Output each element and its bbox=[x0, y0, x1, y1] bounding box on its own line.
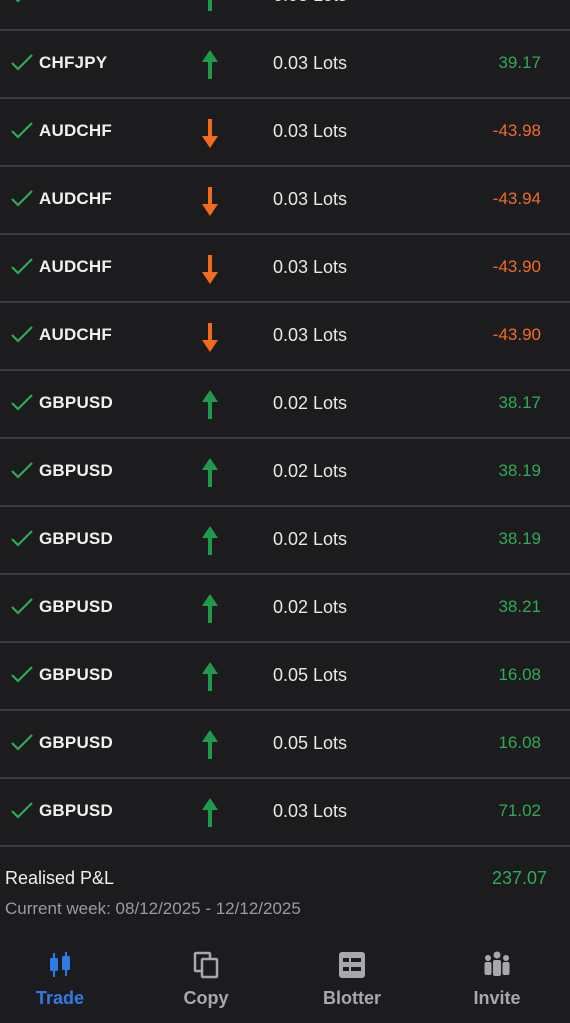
nav-trade[interactable]: Trade bbox=[10, 950, 110, 1020]
arrow-up-icon bbox=[202, 594, 218, 623]
check-icon bbox=[11, 598, 33, 615]
realised-pnl-label: Realised P&L bbox=[5, 868, 115, 888]
trade-row[interactable]: AUDCHF 0.03 Lots -43.90 bbox=[0, 235, 570, 303]
trade-row[interactable]: GBPUSD 0.02 Lots 38.19 bbox=[0, 507, 570, 575]
check-icon bbox=[11, 54, 33, 71]
trade-pnl: 38.17 bbox=[498, 393, 541, 412]
trade-row[interactable]: AUDCHF 0.03 Lots -43.90 bbox=[0, 303, 570, 371]
nav-copy-label: Copy bbox=[183, 988, 229, 1008]
check-icon bbox=[11, 190, 33, 207]
nav-copy[interactable]: Copy bbox=[156, 950, 256, 1020]
realised-pnl-summary: Realised P&L 237.07 Current week: 08/12/… bbox=[0, 850, 570, 930]
trade-pnl: 39.17 bbox=[498, 53, 541, 72]
trade-row[interactable]: GBPUSD 0.02 Lots 38.21 bbox=[0, 575, 570, 643]
trade-lots: 0.03 Lots bbox=[273, 325, 348, 345]
trade-pnl: 16.08 bbox=[498, 733, 541, 752]
realised-pnl-value: 237.07 bbox=[491, 868, 547, 888]
trade-row[interactable]: GBPUSD 0.05 Lots 16.08 bbox=[0, 711, 570, 779]
arrow-up-icon bbox=[202, 526, 218, 555]
trade-pnl: -43.90 bbox=[492, 325, 541, 344]
nav-invite-label: Invite bbox=[473, 988, 521, 1008]
arrow-up-icon bbox=[208, 0, 212, 11]
trade-pnl: 71.02 bbox=[498, 801, 541, 820]
check-icon bbox=[11, 258, 33, 275]
trade-pnl: 38.19 bbox=[498, 461, 541, 480]
trade-lots: 0.02 Lots bbox=[273, 461, 348, 481]
arrow-down-icon bbox=[202, 187, 218, 216]
trade-lots: 0.05 Lots bbox=[273, 665, 348, 685]
trade-symbol: GBPUSD bbox=[39, 461, 113, 480]
check-icon bbox=[11, 802, 33, 819]
trade-lots: 0.03 Lots bbox=[273, 53, 348, 73]
trade-list[interactable]: CHFJPY 0.03 Lots 39.19 CHFJPY 0.03 Lots 39.17… bbox=[0, 0, 570, 847]
trade-row[interactable]: CHFJPY 0.03 Lots 39.19 bbox=[0, 0, 570, 31]
arrow-up-icon bbox=[202, 50, 218, 79]
trade-symbol: GBPUSD bbox=[39, 665, 113, 684]
trade-lots: 0.02 Lots bbox=[273, 529, 348, 549]
trade-lots: 0.03 Lots bbox=[273, 0, 347, 6]
trade-row[interactable]: AUDCHF 0.03 Lots -43.94 bbox=[0, 167, 570, 235]
arrow-down-icon bbox=[202, 323, 218, 352]
arrow-down-icon bbox=[202, 255, 218, 284]
nav-blotter[interactable]: Blotter bbox=[302, 950, 402, 1020]
trade-pnl: 38.19 bbox=[498, 529, 541, 548]
check-icon bbox=[11, 326, 33, 343]
arrow-down-icon bbox=[202, 119, 218, 148]
trade-lots: 0.03 Lots bbox=[273, 121, 348, 141]
trade-symbol: GBPUSD bbox=[39, 597, 113, 616]
trade-row[interactable]: GBPUSD 0.02 Lots 38.19 bbox=[0, 439, 570, 507]
trade-lots: 0.03 Lots bbox=[273, 189, 348, 209]
trade-pnl: -43.98 bbox=[492, 121, 541, 140]
trade-pnl: 39.19 bbox=[498, 0, 541, 5]
trade-lots: 0.05 Lots bbox=[273, 733, 348, 753]
trade-pnl: -43.94 bbox=[492, 189, 541, 208]
period-text: Current week: 08/12/2025 - 12/12/2025 bbox=[5, 899, 301, 918]
trade-symbol: GBPUSD bbox=[39, 733, 113, 752]
trade-row[interactable]: AUDCHF 0.03 Lots -43.98 bbox=[0, 99, 570, 167]
bottom-navigation: Trade Copy Blotter bbox=[0, 940, 570, 1023]
blotter-icon bbox=[339, 952, 365, 978]
trade-pnl: 38.21 bbox=[498, 597, 541, 616]
trade-symbol: AUDCHF bbox=[39, 325, 112, 344]
trade-row[interactable]: GBPUSD 0.05 Lots 16.08 bbox=[0, 643, 570, 711]
check-icon bbox=[11, 734, 33, 751]
arrow-up-icon bbox=[202, 390, 218, 419]
trade-symbol: AUDCHF bbox=[39, 189, 112, 208]
trade-symbol: GBPUSD bbox=[39, 393, 113, 412]
check-icon bbox=[11, 394, 33, 411]
people-icon bbox=[484, 951, 510, 976]
trade-row[interactable]: CHFJPY 0.03 Lots 39.17 bbox=[0, 31, 570, 99]
trade-symbol: CHFJPY bbox=[39, 53, 108, 72]
trade-pnl: 16.08 bbox=[498, 665, 541, 684]
trade-symbol: AUDCHF bbox=[39, 257, 112, 276]
check-icon bbox=[11, 666, 33, 683]
nav-invite[interactable]: Invite bbox=[447, 950, 547, 1020]
nav-blotter-label: Blotter bbox=[323, 988, 381, 1008]
trade-row[interactable]: GBPUSD 0.03 Lots 71.02 bbox=[0, 779, 570, 847]
check-icon bbox=[11, 462, 33, 479]
arrow-up-icon bbox=[202, 798, 218, 827]
trade-lots: 0.03 Lots bbox=[273, 257, 348, 277]
copy-icon bbox=[193, 951, 219, 979]
trade-symbol: CHFJPY bbox=[39, 0, 107, 5]
check-icon bbox=[11, 530, 33, 547]
trade-symbol: GBPUSD bbox=[39, 801, 113, 820]
trade-symbol: AUDCHF bbox=[39, 121, 112, 140]
check-icon bbox=[11, 122, 33, 139]
arrow-up-icon bbox=[202, 730, 218, 759]
candlestick-icon bbox=[50, 952, 70, 977]
check-icon bbox=[15, 0, 21, 3]
trade-symbol: GBPUSD bbox=[39, 529, 113, 548]
trade-lots: 0.02 Lots bbox=[273, 597, 348, 617]
nav-trade-label: Trade bbox=[35, 988, 85, 1008]
trade-row[interactable]: GBPUSD 0.02 Lots 38.17 bbox=[0, 371, 570, 439]
arrow-up-icon bbox=[202, 662, 218, 691]
arrow-up-icon bbox=[202, 458, 218, 487]
trade-lots: 0.02 Lots bbox=[273, 393, 348, 413]
trade-lots: 0.03 Lots bbox=[273, 801, 348, 821]
trade-pnl: -43.90 bbox=[492, 257, 541, 276]
